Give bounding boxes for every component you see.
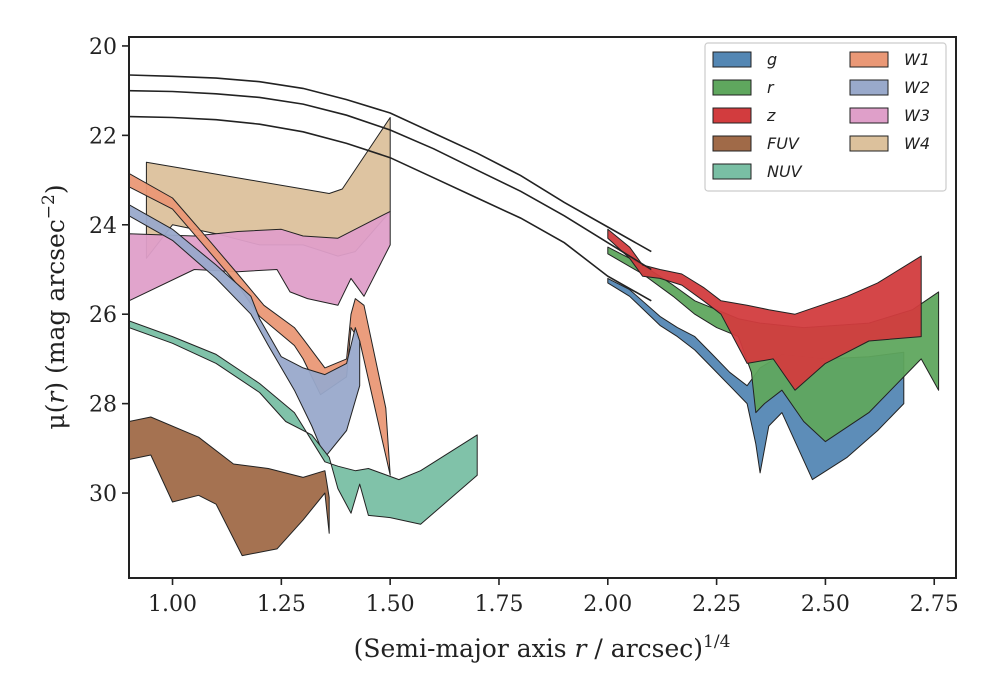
y-tick-label: 24 bbox=[89, 214, 117, 239]
band-w2 bbox=[129, 204, 361, 458]
legend-swatch-w2 bbox=[849, 79, 889, 96]
legend-label-w1: W1 bbox=[904, 50, 930, 69]
legend-label-fuv: FUV bbox=[767, 134, 800, 153]
y-tick-label: 28 bbox=[89, 393, 117, 418]
x-tick-label: 1.00 bbox=[148, 592, 197, 617]
x-axis: 1.00 1.25 1.50 1.75 2.00 2.25 2.50 2.75 bbox=[148, 578, 959, 617]
x-tick-label: 2.50 bbox=[801, 592, 850, 617]
legend-label-r: r bbox=[767, 78, 775, 97]
y-tick-label: 20 bbox=[89, 35, 117, 60]
legend-label-w3: W3 bbox=[904, 106, 930, 125]
model-curve-2 bbox=[129, 89, 652, 271]
y-axis-label: μ(r) (mag arcsec−2) bbox=[39, 184, 70, 429]
y-tick-label: 22 bbox=[89, 124, 117, 149]
x-tick-label: 2.25 bbox=[692, 592, 741, 617]
y-tick-label: 26 bbox=[89, 303, 117, 328]
legend-label-w4: W4 bbox=[904, 134, 930, 153]
legend-label-z: z bbox=[766, 106, 776, 125]
legend-swatch-z bbox=[712, 107, 752, 124]
x-axis-label: (Semi-major axis r / arcsec)1/4 bbox=[354, 632, 731, 663]
legend-swatch-w1 bbox=[849, 51, 889, 68]
model-curves bbox=[129, 74, 652, 302]
plot-frame bbox=[128, 36, 957, 579]
series-bands bbox=[129, 117, 940, 557]
legend-swatch-fuv bbox=[712, 135, 752, 152]
band-z bbox=[607, 228, 922, 391]
band-nuv bbox=[129, 320, 478, 525]
legend-label-g: g bbox=[767, 50, 777, 69]
legend-label-w2: W2 bbox=[904, 78, 930, 97]
x-tick-label: 2.75 bbox=[910, 592, 959, 617]
legend-swatch-g bbox=[712, 51, 752, 68]
x-tick-label: 1.50 bbox=[366, 592, 415, 617]
x-tick-label: 2.00 bbox=[583, 592, 632, 617]
model-curve-3 bbox=[129, 115, 652, 302]
legend-swatch-r bbox=[712, 79, 752, 96]
legend-swatch-w4 bbox=[849, 135, 889, 152]
legend: grz FUV NUV W1 W2 W3 W4 bbox=[704, 42, 947, 192]
y-tick-label: 30 bbox=[89, 482, 117, 507]
x-tick-label: 1.75 bbox=[474, 592, 523, 617]
legend-swatch-nuv bbox=[712, 163, 752, 180]
band-fuv bbox=[129, 416, 330, 557]
legend-label-nuv: NUV bbox=[767, 162, 803, 181]
legend-swatch-w3 bbox=[849, 107, 889, 124]
y-axis: 20 22 24 26 28 30 bbox=[89, 35, 129, 507]
x-tick-label: 1.25 bbox=[257, 592, 306, 617]
model-curve-1 bbox=[129, 74, 652, 253]
